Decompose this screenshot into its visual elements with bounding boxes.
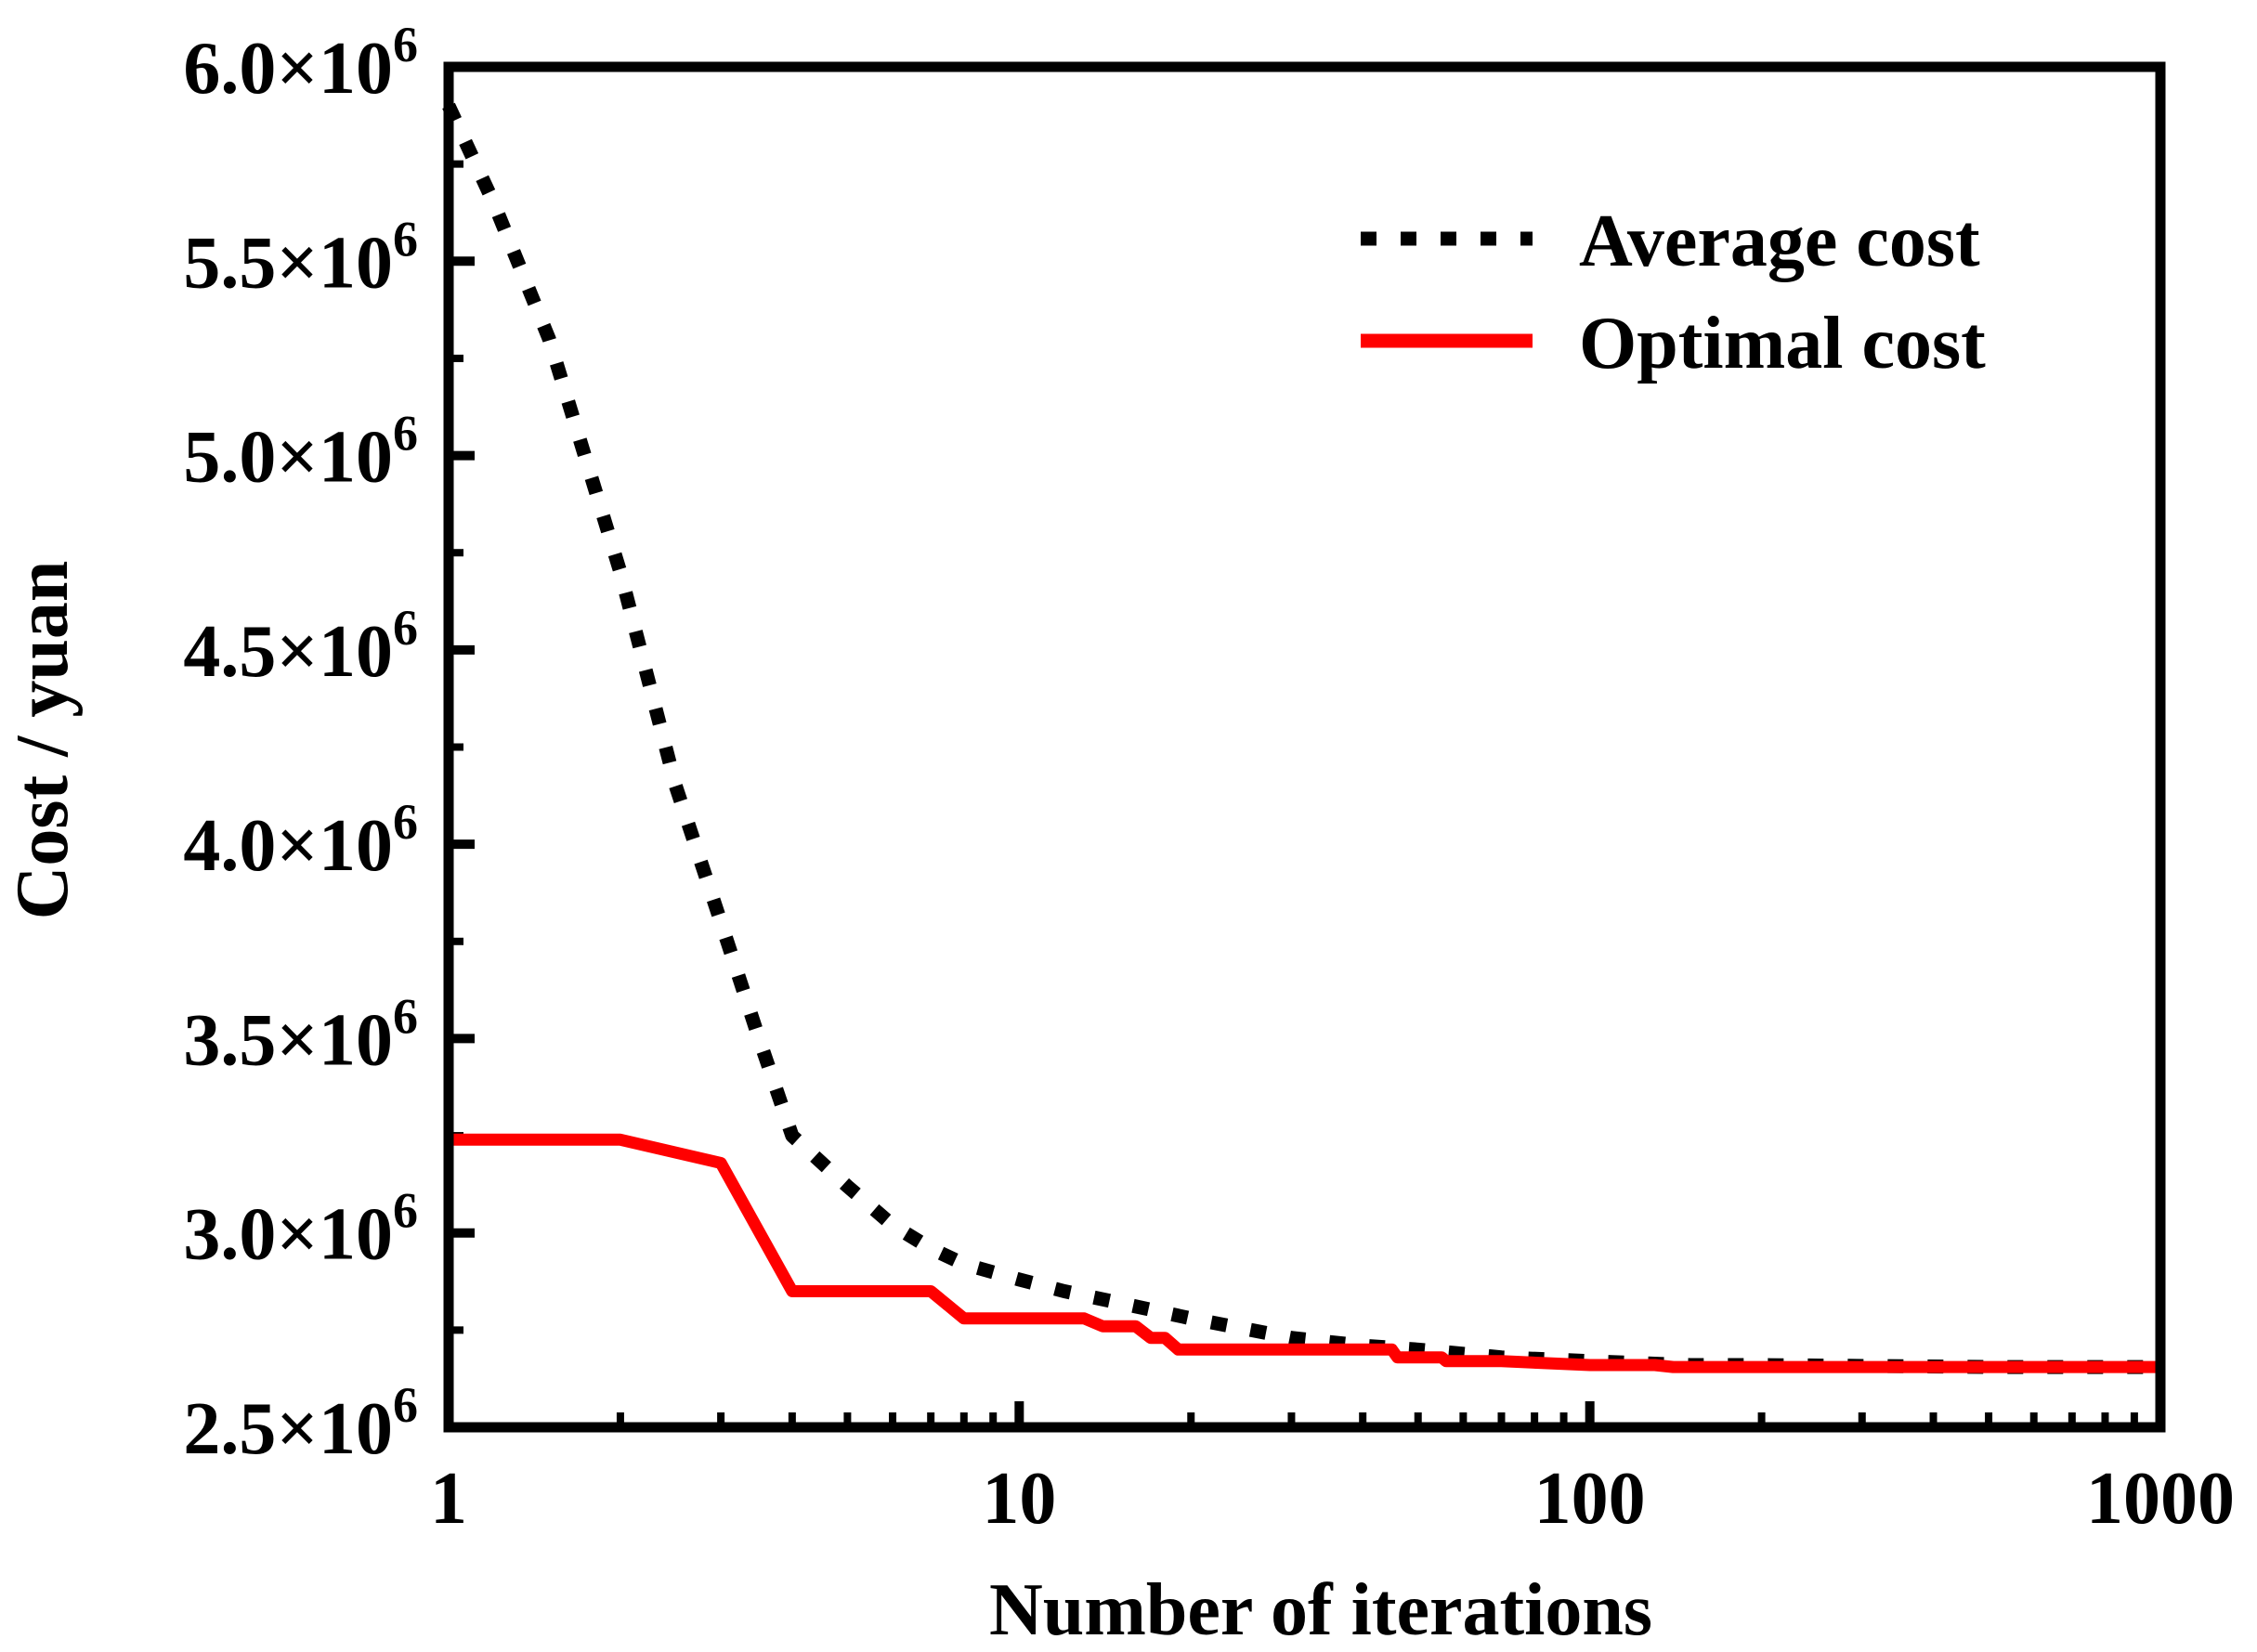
series-line-average-cost bbox=[442, 102, 2160, 1374]
y-tick-mantissa: 3.0×10 bbox=[183, 1194, 393, 1276]
y-tick-mantissa: 2.5×10 bbox=[183, 1388, 393, 1470]
series-layer bbox=[442, 102, 2160, 1374]
y-tick-label-text: 4.0×106 bbox=[183, 794, 418, 887]
y-tick-mantissa: 3.5×10 bbox=[183, 999, 393, 1081]
y-tick-exponent: 6 bbox=[393, 600, 418, 656]
y-tick-labels: 2.5×1063.0×1063.5×1064.0×1064.5×1065.0×1… bbox=[183, 17, 418, 1470]
y-tick-label-text: 5.5×106 bbox=[183, 211, 418, 304]
y-tick-exponent: 6 bbox=[393, 406, 418, 462]
y-tick-mantissa: 5.0×10 bbox=[183, 417, 393, 499]
x-axis-title: Number of iterations bbox=[989, 1569, 1652, 1651]
y-axis-title: Cost / yuan bbox=[2, 561, 84, 920]
legend-label-average-cost: Average cost bbox=[1579, 201, 1980, 282]
y-tick-exponent: 6 bbox=[393, 1183, 418, 1239]
y-tick-mantissa: 5.5×10 bbox=[183, 222, 393, 304]
y-tick-label: 2.5×106 bbox=[183, 1377, 418, 1470]
y-tick-exponent: 6 bbox=[393, 17, 418, 72]
x-tick-label: 100 bbox=[1534, 1458, 1646, 1540]
y-tick-mantissa: 6.0×10 bbox=[183, 28, 393, 110]
y-tick-label: 3.5×106 bbox=[183, 988, 418, 1081]
x-tick-labels: 1 10 100 1000 bbox=[430, 1458, 2235, 1540]
x-tick-label: 1000 bbox=[2086, 1458, 2235, 1540]
y-tick-label-text: 3.5×106 bbox=[183, 988, 418, 1081]
y-tick-label-text: 3.0×106 bbox=[183, 1183, 418, 1276]
y-tick-label-text: 5.0×106 bbox=[183, 406, 418, 499]
y-tick-exponent: 6 bbox=[393, 211, 418, 267]
y-tick-label-text: 4.5×106 bbox=[183, 600, 418, 693]
legend: Average cost Optimal cost bbox=[1361, 201, 1986, 384]
y-tick-label: 5.0×106 bbox=[183, 406, 418, 499]
y-tick-label: 6.0×106 bbox=[183, 17, 418, 110]
y-tick-label: 5.5×106 bbox=[183, 211, 418, 304]
y-tick-exponent: 6 bbox=[393, 988, 418, 1044]
y-tick-exponent: 6 bbox=[393, 794, 418, 850]
series-line-optimal-cost bbox=[449, 1133, 2160, 1373]
y-tick-label: 4.0×106 bbox=[183, 794, 418, 887]
x-tick-label: 10 bbox=[982, 1458, 1056, 1540]
y-tick-label-text: 2.5×106 bbox=[183, 1377, 418, 1470]
y-tick-mantissa: 4.5×10 bbox=[183, 611, 393, 693]
x-tick-label: 1 bbox=[430, 1458, 467, 1540]
y-tick-exponent: 6 bbox=[393, 1377, 418, 1433]
y-tick-mantissa: 4.0×10 bbox=[183, 805, 393, 887]
y-tick-label: 3.0×106 bbox=[183, 1183, 418, 1276]
y-tick-label-text: 6.0×106 bbox=[183, 17, 418, 110]
y-tick-label: 4.5×106 bbox=[183, 600, 418, 693]
legend-label-optimal-cost: Optimal cost bbox=[1579, 303, 1986, 384]
plot-frame bbox=[443, 61, 2166, 1433]
